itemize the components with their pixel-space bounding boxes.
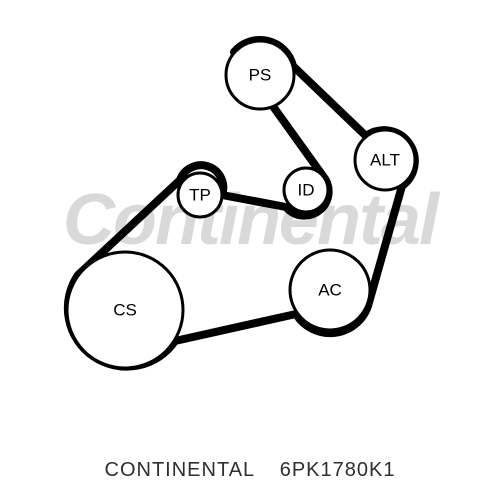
belt-routing-svg: PS ALT ID TP AC CS bbox=[0, 0, 500, 500]
belt-routing-diagram: { "watermark": "Continental", "footer": … bbox=[0, 0, 500, 500]
footer-brand: CONTINENTAL bbox=[105, 459, 256, 481]
pulley-label-ps: PS bbox=[249, 66, 272, 85]
footer: CONTINENTAL 6PK1780K1 bbox=[0, 459, 500, 482]
pulley-label-ac: AC bbox=[318, 281, 342, 300]
pulley-label-tp: TP bbox=[189, 186, 211, 205]
pulley-label-alt: ALT bbox=[370, 151, 400, 170]
pulley-label-id: ID bbox=[298, 181, 315, 200]
pulley-label-cs: CS bbox=[113, 301, 137, 320]
footer-part-number: 6PK1780K1 bbox=[280, 459, 396, 481]
